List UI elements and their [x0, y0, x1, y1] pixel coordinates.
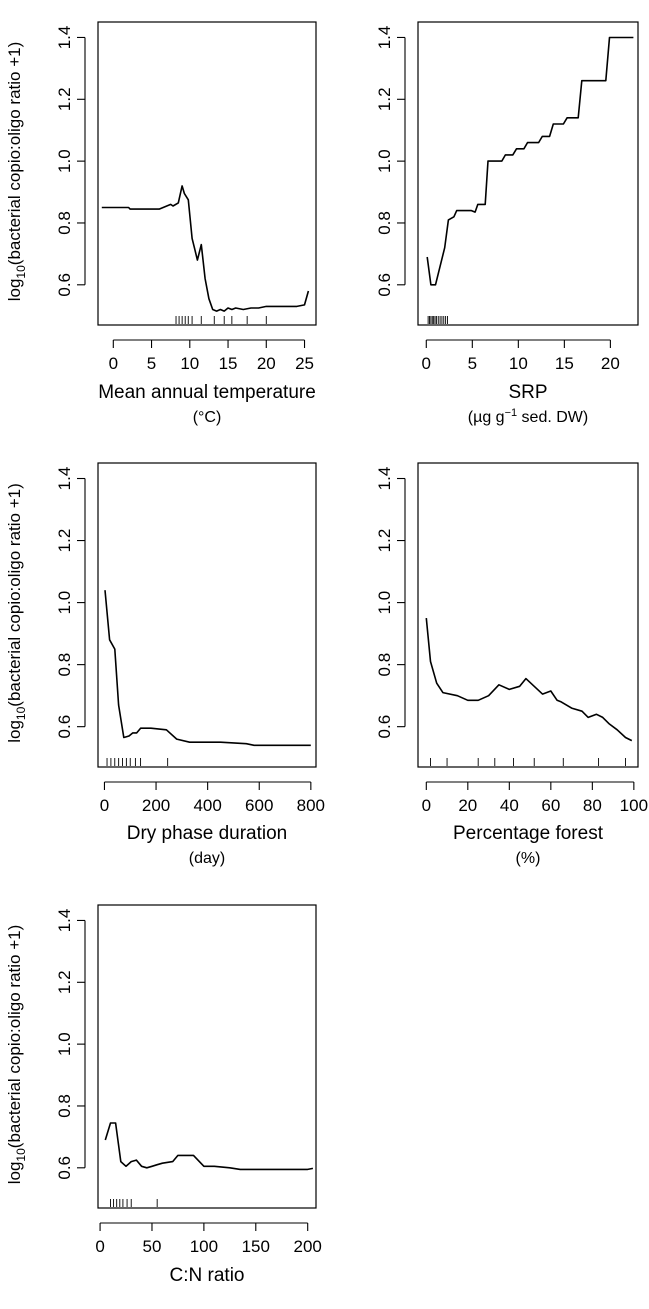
y-tick-label: 0.6 — [375, 273, 394, 297]
y-axis-label: log10(bacterial copio:oligo ratio +1) — [5, 42, 28, 302]
y-tick-label: 1.2 — [55, 87, 74, 111]
y-tick-label: 0.6 — [55, 1156, 74, 1180]
series-line — [425, 618, 633, 742]
x-axis-label: SRP — [508, 382, 547, 403]
panel-3: 0 200 400 600 800 0.6 0.8 1.0 1.2 1.4 log10(bacter… — [5, 462, 325, 867]
x-axis-label: Dry phase duration — [127, 823, 288, 844]
y-tick-label: 1.4 — [375, 467, 394, 491]
y-tick-label: 1.0 — [55, 591, 74, 615]
y-axis-label: log10(bacterial copio:oligo ratio +1) — [5, 483, 28, 743]
panel-1: 0 5 10 15 20 25 0.6 0.8 1.0 1.2 1.4 log10(bacterial… — [5, 21, 317, 426]
x-tick-label: 0 — [422, 796, 431, 815]
x-axis-label: Mean annual temperature — [98, 382, 316, 403]
y-tick-label: 1.4 — [375, 26, 394, 50]
x-tick-label: 20 — [257, 354, 276, 373]
plot-frame — [97, 21, 317, 326]
series-line — [104, 590, 311, 747]
y-tick-label: 0.6 — [55, 715, 74, 739]
plot-frame — [97, 462, 317, 768]
x-tick-label: 0 — [422, 354, 431, 373]
y-tick-label: 1.2 — [375, 87, 394, 111]
y-axis-label: log10(bacterial copio:oligo ratio +1) — [5, 925, 28, 1185]
x-tick-label: 200 — [294, 1237, 322, 1256]
series-line — [101, 185, 310, 312]
x-tick-label: 10 — [180, 354, 199, 373]
y-tick-label: 1.0 — [55, 1032, 74, 1056]
x-axis-label: C:N ratio — [170, 1265, 245, 1286]
x-axis-unit: (day) — [189, 850, 225, 867]
x-tick-label: 80 — [583, 796, 602, 815]
y-tick-label: 1.2 — [55, 970, 74, 994]
x-axis-unit: (%) — [516, 850, 541, 867]
x-tick-label: 5 — [147, 354, 156, 373]
x-tick-label: 15 — [555, 354, 574, 373]
y-tick-label: 0.8 — [55, 1094, 74, 1118]
panel-4: 0 20 40 60 80 100 0.6 0.8 1.0 1.2 1.4 Percentage fo… — [375, 462, 648, 867]
x-axis-label: Percentage forest — [453, 823, 604, 844]
x-axis-unit: (µg g−1 sed. DW) — [468, 407, 588, 426]
y-tick-label: 0.6 — [375, 715, 394, 739]
y-tick-label: 1.4 — [55, 909, 74, 933]
y-tick-label: 0.8 — [55, 211, 74, 235]
x-tick-label: 60 — [541, 796, 560, 815]
y-tick-label: 1.0 — [375, 591, 394, 615]
x-axis-unit: (°C) — [193, 409, 222, 426]
series-line — [426, 36, 634, 286]
x-tick-label: 20 — [458, 796, 477, 815]
x-tick-label: 600 — [245, 796, 273, 815]
x-tick-label: 40 — [500, 796, 519, 815]
x-tick-label: 25 — [295, 354, 314, 373]
y-tick-label: 0.8 — [55, 653, 74, 677]
x-tick-label: 400 — [193, 796, 221, 815]
y-tick-label: 1.2 — [55, 529, 74, 553]
x-tick-label: 0 — [100, 796, 109, 815]
y-tick-label: 0.8 — [375, 211, 394, 235]
x-tick-label: 10 — [509, 354, 528, 373]
x-tick-label: 800 — [297, 796, 325, 815]
x-tick-label: 200 — [142, 796, 170, 815]
panel-2: 0 5 10 15 20 0.6 0.8 1.0 1.2 1.4 SRP (µg g−1 sed. D… — [375, 21, 639, 426]
y-tick-label: 1.2 — [375, 529, 394, 553]
y-tick-label: 1.4 — [55, 26, 74, 50]
x-tick-label: 150 — [242, 1237, 270, 1256]
x-tick-label: 5 — [468, 354, 477, 373]
x-tick-label: 15 — [219, 354, 238, 373]
y-tick-label: 1.4 — [55, 467, 74, 491]
series-line — [104, 1122, 314, 1171]
x-tick-label: 20 — [601, 354, 620, 373]
y-tick-label: 1.0 — [55, 149, 74, 173]
x-tick-label: 50 — [143, 1237, 162, 1256]
x-tick-label: 0 — [95, 1237, 104, 1256]
x-tick-label: 100 — [190, 1237, 218, 1256]
x-tick-label: 100 — [620, 796, 648, 815]
plot-frame — [417, 462, 639, 768]
y-tick-label: 0.6 — [55, 273, 74, 297]
plot-frame — [97, 904, 317, 1209]
x-tick-label: 0 — [109, 354, 118, 373]
panel-5: 0 50 100 150 200 0.6 0.8 1.0 1.2 1.4 log10(bacteri… — [5, 904, 322, 1286]
y-tick-label: 1.0 — [375, 149, 394, 173]
y-tick-label: 0.8 — [375, 653, 394, 677]
plot-frame — [417, 21, 639, 326]
